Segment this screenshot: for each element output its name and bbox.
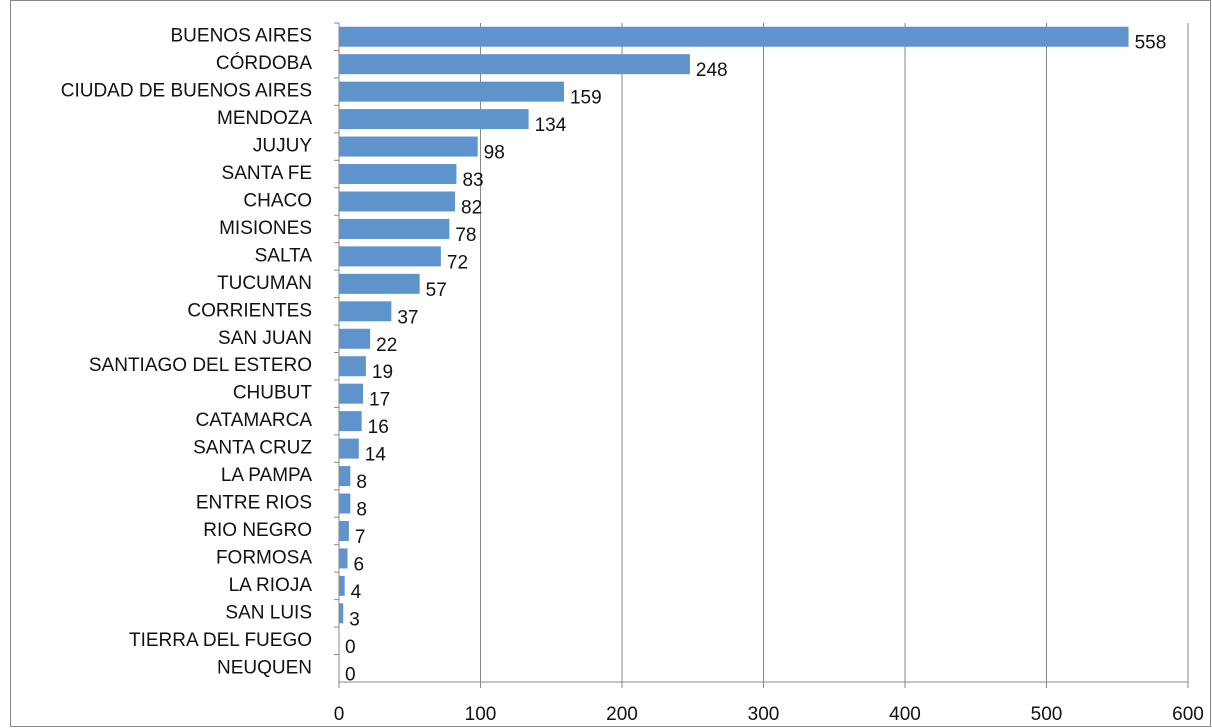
bar xyxy=(339,603,344,624)
y-tick-label: CHACO xyxy=(243,190,312,211)
y-tick-label: LA RIOJA xyxy=(229,575,313,596)
data-label: 3 xyxy=(349,609,360,630)
bar xyxy=(339,548,348,569)
y-tick-label: FORMOSA xyxy=(216,547,312,568)
data-label: 57 xyxy=(426,280,447,301)
data-label: 78 xyxy=(455,225,476,246)
y-tick-label: CORRIENTES xyxy=(187,300,312,321)
data-label: 22 xyxy=(376,335,397,356)
y-tick-label: CÓRDOBA xyxy=(216,52,312,74)
y-tick-label: SANTA FE xyxy=(222,163,312,184)
data-label: 37 xyxy=(397,307,418,328)
x-tick-label: 100 xyxy=(465,704,497,725)
bar xyxy=(339,356,366,377)
y-tick-label: MISIONES xyxy=(219,218,312,239)
y-tick-label: LA PAMPA xyxy=(221,465,312,486)
data-label: 16 xyxy=(368,417,389,438)
bar xyxy=(339,383,364,404)
y-tick-label: SAN LUIS xyxy=(225,602,312,623)
data-label: 72 xyxy=(447,252,468,273)
y-tick-label: TUCUMAN xyxy=(217,273,312,294)
data-label: 0 xyxy=(345,637,356,658)
x-tick-label: 200 xyxy=(606,704,638,725)
y-tick-label: CIUDAD DE BUENOS AIRES xyxy=(61,81,312,102)
y-tick-label: NEUQUEN xyxy=(217,657,312,678)
data-label: 159 xyxy=(570,88,602,109)
bar xyxy=(339,136,478,157)
bar xyxy=(339,246,441,267)
bar xyxy=(339,218,450,239)
data-label: 558 xyxy=(1135,33,1167,54)
y-tick-label: ENTRE RIOS xyxy=(196,493,312,514)
y-tick-label: RIO NEGRO xyxy=(203,520,312,541)
bar xyxy=(339,109,529,130)
y-tick-label: BUENOS AIRES xyxy=(171,26,313,47)
data-label: 6 xyxy=(353,554,364,575)
x-tick-label: 0 xyxy=(334,704,345,725)
data-label: 0 xyxy=(345,664,356,685)
data-label: 19 xyxy=(372,362,393,383)
bar xyxy=(339,328,371,349)
chart-frame xyxy=(10,0,1211,727)
data-label: 248 xyxy=(696,60,728,81)
bar xyxy=(339,81,564,102)
x-tick-label: 600 xyxy=(1172,704,1204,725)
x-tick-label: 400 xyxy=(889,704,921,725)
data-label: 7 xyxy=(355,527,366,548)
data-label: 98 xyxy=(484,143,505,164)
x-tick-label: 300 xyxy=(748,704,780,725)
y-tick-label: CHUBUT xyxy=(233,383,313,404)
bar xyxy=(339,493,351,514)
data-label: 14 xyxy=(365,445,387,466)
y-tick-label: SALTA xyxy=(255,245,313,266)
bar xyxy=(339,520,349,541)
x-tick-label: 500 xyxy=(1031,704,1063,725)
bar xyxy=(339,438,359,459)
bar xyxy=(339,301,392,322)
data-label: 17 xyxy=(369,390,390,411)
bar xyxy=(339,411,362,432)
data-label: 134 xyxy=(535,115,567,136)
data-label: 8 xyxy=(356,500,367,521)
y-tick-label: TIERRA DEL FUEGO xyxy=(129,630,312,651)
y-tick-label: SANTIAGO DEL ESTERO xyxy=(89,355,312,376)
bar xyxy=(339,164,457,185)
data-label: 8 xyxy=(356,472,367,493)
y-tick-label: SAN JUAN xyxy=(218,328,312,349)
bar xyxy=(339,191,456,212)
y-tick-label: MENDOZA xyxy=(217,108,312,129)
bar xyxy=(339,466,351,487)
data-label: 82 xyxy=(461,197,482,218)
y-tick-label: SANTA CRUZ xyxy=(193,438,312,459)
bar xyxy=(339,26,1129,47)
data-label: 83 xyxy=(462,170,483,191)
data-label: 4 xyxy=(351,582,362,603)
bar xyxy=(339,54,690,75)
bar xyxy=(339,575,345,596)
y-tick-label: JUJUY xyxy=(253,136,312,157)
y-tick-label: CATAMARCA xyxy=(196,410,313,431)
bar xyxy=(339,273,420,294)
